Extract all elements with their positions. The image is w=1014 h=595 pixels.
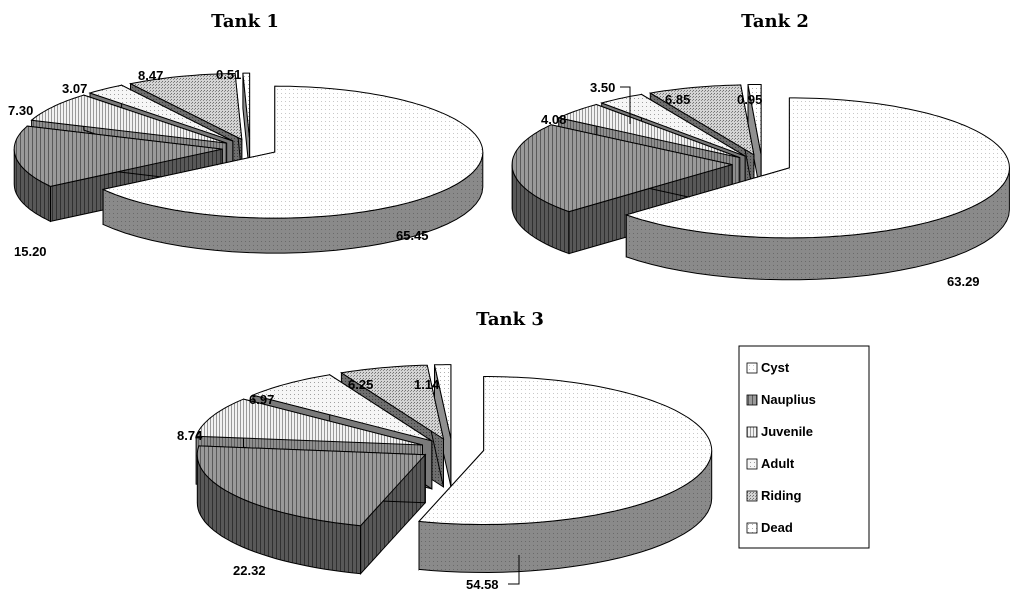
legend-swatch-cyst <box>746 362 758 374</box>
value-labels-tank-1: 65.45 15.20 7.30 3.07 8.47 0.51 <box>8 67 429 259</box>
pie-tank2-adult-top <box>600 93 746 157</box>
data-label-tank2-juvenile: 4.08 <box>541 112 566 127</box>
data-label-tank1-dead: 0.51 <box>216 67 241 82</box>
pie-tank2-dead-top <box>747 84 762 155</box>
leader-line-tank2-adult <box>620 86 631 124</box>
legend-label-cyst: Cyst <box>761 360 790 375</box>
value-labels-tank-2: 63.29 4.08 3.50 6.85 0.95 <box>541 80 980 289</box>
pie-tank-2 <box>511 84 1010 281</box>
pie-tank3-dead <box>433 364 452 487</box>
data-label-tank3-adult: 6.97 <box>249 392 274 407</box>
pie-tank1-nauplius-top <box>13 125 223 187</box>
pie-tank2-riding-top <box>648 84 755 156</box>
data-label-tank3-cyst: 54.58 <box>466 577 499 592</box>
legend-item-juvenile: Juvenile <box>746 424 813 439</box>
chart-title-tank-3: Tank 3 <box>476 309 544 330</box>
pie-tank3-riding-top <box>340 364 445 441</box>
chart-title-tank-1: Tank 1 <box>211 11 279 32</box>
pie-tank-3 <box>195 364 713 575</box>
data-label-tank2-dead: 0.95 <box>737 92 762 107</box>
legend-swatch-juvenile <box>746 426 758 438</box>
legend-item-dead: Dead <box>746 520 793 535</box>
pie-tank-1 <box>13 72 484 254</box>
pie-tank3-dead-top <box>433 364 452 439</box>
data-label-tank2-cyst: 63.29 <box>947 274 980 289</box>
data-label-tank2-adult: 3.50 <box>590 80 615 95</box>
data-label-tank3-riding: 6.25 <box>348 377 373 392</box>
legend: Cyst Nauplius Juvenile Adult Riding Dead <box>738 345 870 549</box>
pie-tank1-cyst <box>101 85 484 254</box>
legend-label-adult: Adult <box>761 456 795 471</box>
legend-item-riding: Riding <box>746 488 801 503</box>
pie-tank3-cyst <box>417 376 713 574</box>
data-label-tank3-juvenile: 8.74 <box>177 428 203 443</box>
pie-tank2-nauplius <box>511 124 733 255</box>
pie-tank2-nauplius-top <box>511 124 733 213</box>
pie-tank3-nauplius-top <box>196 445 427 527</box>
pie-tank3-nauplius <box>196 445 427 575</box>
value-labels-tank-3: 54.58 22.32 8.74 6.97 6.25 1.14 <box>177 377 520 592</box>
leader-line-tank3-cyst <box>508 555 520 585</box>
data-label-tank1-juvenile: 7.30 <box>8 103 33 118</box>
pie-tank1-adult-top <box>88 84 234 142</box>
legend-swatch-riding <box>746 490 758 502</box>
pie-tank3-juvenile-top <box>195 398 423 446</box>
data-label-tank3-dead: 1.14 <box>414 377 440 392</box>
pie-tank1-dead-top <box>242 72 251 140</box>
pie-tank2-juvenile-top <box>557 103 740 159</box>
legend-label-riding: Riding <box>761 488 801 503</box>
data-label-tank1-cyst: 65.45 <box>396 228 429 243</box>
data-label-tank2-riding: 6.85 <box>665 92 690 107</box>
pie-tank2-cyst-top <box>624 97 1010 239</box>
legend-swatch-dead <box>746 522 758 534</box>
legend-item-adult: Adult <box>746 456 795 471</box>
pie-tank1-cyst-top <box>101 85 484 219</box>
legend-item-nauplius: Nauplius <box>746 392 816 407</box>
pie-tank1-riding-top <box>128 72 243 141</box>
legend-swatch-nauplius <box>746 394 758 406</box>
legend-label-dead: Dead <box>761 520 793 535</box>
chart-title-tank-2: Tank 2 <box>741 11 809 32</box>
data-label-tank1-adult: 3.07 <box>62 81 87 96</box>
pie-tank1-dead <box>242 72 251 175</box>
pie-tank2-cyst <box>624 97 1010 281</box>
legend-box <box>738 345 870 549</box>
data-label-tank1-nauplius: 15.20 <box>14 244 47 259</box>
pie-tank1-juvenile-top <box>30 94 227 144</box>
data-label-tank1-riding: 8.47 <box>138 68 163 83</box>
legend-swatch-adult <box>746 458 758 470</box>
data-label-tank3-nauplius: 22.32 <box>233 563 266 578</box>
legend-label-nauplius: Nauplius <box>761 392 816 407</box>
legend-label-juvenile: Juvenile <box>761 424 813 439</box>
pie-tank3-cyst-top <box>417 376 713 525</box>
pie-tank3-adult-top <box>251 374 433 442</box>
legend-item-cyst: Cyst <box>746 360 790 375</box>
